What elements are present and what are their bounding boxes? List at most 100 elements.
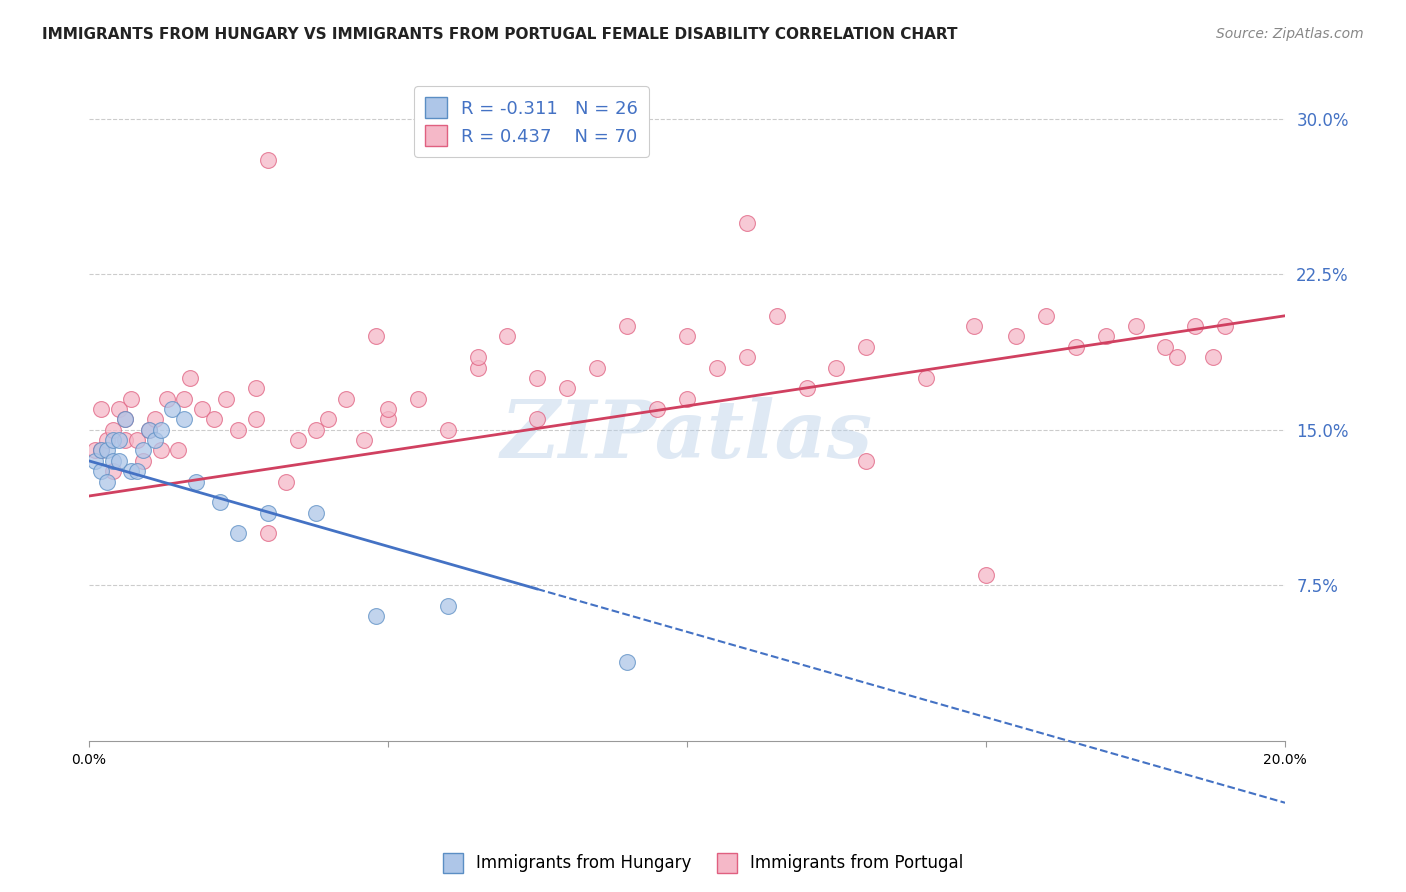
Point xyxy=(526,371,548,385)
Point xyxy=(101,454,124,468)
Point xyxy=(335,392,357,406)
Point xyxy=(120,464,142,478)
Point xyxy=(90,464,112,478)
Point xyxy=(1005,329,1028,343)
Point xyxy=(436,599,458,613)
Point xyxy=(1094,329,1116,343)
Point xyxy=(257,506,280,520)
Point xyxy=(114,412,136,426)
Point xyxy=(101,433,124,447)
Point xyxy=(496,329,519,343)
Point xyxy=(245,412,267,426)
Point xyxy=(125,464,148,478)
Point xyxy=(735,350,758,364)
Point xyxy=(114,433,136,447)
Point xyxy=(706,360,728,375)
Point xyxy=(143,433,166,447)
Point xyxy=(83,454,105,468)
Point xyxy=(305,423,328,437)
Point xyxy=(1166,350,1188,364)
Point xyxy=(131,454,153,468)
Point xyxy=(96,475,118,489)
Point xyxy=(526,412,548,426)
Point xyxy=(364,609,387,624)
Point xyxy=(406,392,429,406)
Legend: R = -0.311   N = 26, R = 0.437    N = 70: R = -0.311 N = 26, R = 0.437 N = 70 xyxy=(413,87,648,157)
Point xyxy=(143,412,166,426)
Point xyxy=(155,392,177,406)
Point xyxy=(257,153,280,168)
Point xyxy=(209,495,232,509)
Point xyxy=(179,371,201,385)
Point xyxy=(173,412,195,426)
Point xyxy=(765,309,787,323)
Point xyxy=(245,381,267,395)
Point xyxy=(131,443,153,458)
Point xyxy=(90,402,112,417)
Point xyxy=(915,371,938,385)
Text: ZIPatlas: ZIPatlas xyxy=(501,397,873,475)
Point xyxy=(1064,340,1087,354)
Point xyxy=(107,454,129,468)
Point xyxy=(186,475,208,489)
Point xyxy=(125,433,148,447)
Point xyxy=(90,443,112,458)
Point xyxy=(226,423,249,437)
Text: Source: ZipAtlas.com: Source: ZipAtlas.com xyxy=(1216,27,1364,41)
Point xyxy=(276,475,298,489)
Point xyxy=(162,402,184,417)
Point xyxy=(1213,319,1236,334)
Point xyxy=(226,526,249,541)
Text: IMMIGRANTS FROM HUNGARY VS IMMIGRANTS FROM PORTUGAL FEMALE DISABILITY CORRELATIO: IMMIGRANTS FROM HUNGARY VS IMMIGRANTS FR… xyxy=(42,27,957,42)
Point xyxy=(825,360,848,375)
Point xyxy=(138,423,160,437)
Point xyxy=(645,402,668,417)
Point xyxy=(149,423,172,437)
Point xyxy=(1184,319,1206,334)
Point xyxy=(83,443,105,458)
Point xyxy=(855,454,877,468)
Point xyxy=(364,329,387,343)
Point xyxy=(101,423,124,437)
Point xyxy=(202,412,225,426)
Point xyxy=(101,464,124,478)
Legend: Immigrants from Hungary, Immigrants from Portugal: Immigrants from Hungary, Immigrants from… xyxy=(436,847,970,880)
Point xyxy=(90,443,112,458)
Point xyxy=(215,392,238,406)
Point xyxy=(287,433,309,447)
Point xyxy=(974,567,997,582)
Point xyxy=(149,443,172,458)
Point xyxy=(114,412,136,426)
Point xyxy=(1154,340,1177,354)
Point xyxy=(676,392,699,406)
Point xyxy=(107,402,129,417)
Point xyxy=(1125,319,1147,334)
Point xyxy=(1035,309,1057,323)
Point xyxy=(305,506,328,520)
Point xyxy=(676,329,699,343)
Point xyxy=(377,402,399,417)
Point xyxy=(107,433,129,447)
Point xyxy=(855,340,877,354)
Point xyxy=(353,433,375,447)
Point xyxy=(616,319,638,334)
Point xyxy=(616,655,638,669)
Point xyxy=(173,392,195,406)
Point xyxy=(96,433,118,447)
Point xyxy=(1202,350,1225,364)
Point xyxy=(467,360,489,375)
Point xyxy=(963,319,986,334)
Point xyxy=(377,412,399,426)
Point xyxy=(555,381,578,395)
Point xyxy=(735,215,758,229)
Point xyxy=(796,381,818,395)
Point xyxy=(138,423,160,437)
Point xyxy=(467,350,489,364)
Point xyxy=(316,412,339,426)
Point xyxy=(191,402,214,417)
Point xyxy=(257,526,280,541)
Point xyxy=(120,392,142,406)
Point xyxy=(96,443,118,458)
Point xyxy=(586,360,609,375)
Point xyxy=(436,423,458,437)
